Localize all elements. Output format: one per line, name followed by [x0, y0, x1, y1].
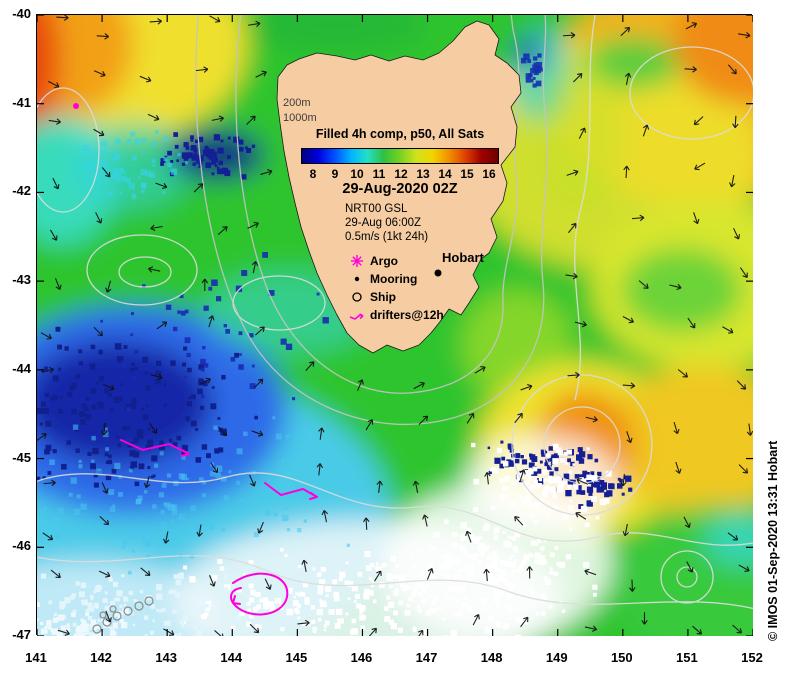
- colorbar-tick-label: 8: [309, 167, 317, 181]
- contour-label-1000m: 1000m: [283, 112, 317, 124]
- colorbar-tick-label: 16: [482, 167, 496, 181]
- colorbar: [301, 148, 499, 164]
- x-tick-label: 145: [285, 650, 308, 665]
- colorbar-tick-label: 14: [438, 167, 452, 181]
- watermark-text: © IMOS 01-Sep-2020 13:31 Hobart: [766, 440, 780, 641]
- colorbar-tick-label: 12: [394, 167, 408, 181]
- colorbar-tick-label: 10: [350, 167, 364, 181]
- tasmania-landmass: [276, 20, 522, 354]
- legend-item-label: drifters@12h: [370, 308, 444, 322]
- argo-icon: [351, 255, 363, 267]
- colorbar-tick-label: 13: [416, 167, 430, 181]
- legend-item-ship: Ship: [349, 288, 444, 306]
- y-tick-label: -41: [12, 94, 31, 110]
- current-vector-arrows: [37, 15, 753, 636]
- legend-item-label: Argo: [370, 254, 398, 268]
- contour-label-200m: 200m: [283, 97, 311, 109]
- x-tick-label: 142: [90, 650, 112, 665]
- map-plot-area: 200m 1000m Filled 4h comp, p50, All Sats…: [36, 14, 753, 636]
- colorbar-tick-label: 11: [372, 167, 386, 181]
- y-tick-label: -46: [12, 538, 31, 554]
- x-tick-label: 144: [220, 650, 243, 665]
- ship-symbol-icon: [349, 290, 365, 304]
- colorbar-tick-label: 15: [460, 167, 474, 181]
- x-tick-label: 143: [155, 650, 178, 665]
- map-datetime: 29-Aug-2020 02Z: [342, 181, 458, 197]
- model-name: NRT00 GSL: [345, 203, 408, 215]
- symbol-legend: Argo Mooring Ship drifters@12h: [349, 252, 444, 324]
- colorbar-tick-label: 9: [331, 167, 339, 181]
- drifter-symbol-icon: [349, 308, 365, 322]
- map-canvas: [37, 15, 753, 636]
- data-speckles: [37, 53, 633, 636]
- x-tick-label: 146: [350, 650, 373, 665]
- legend-item-mooring: Mooring: [349, 270, 444, 288]
- ship-icon: [352, 292, 362, 302]
- legend-item-drifter: drifters@12h: [349, 306, 444, 324]
- legend-item-label: Ship: [370, 290, 396, 304]
- drifter-icon: [349, 313, 364, 320]
- y-tick-label: -40: [12, 6, 31, 21]
- sst-field: [37, 15, 753, 636]
- mooring-symbol-icon: [349, 272, 365, 286]
- axis-tick-marks: [37, 15, 753, 636]
- x-tick-label: 147: [415, 650, 438, 665]
- colorbar-tick-labels: 8 9 10 11 12 13 14 15 16: [301, 167, 499, 181]
- x-tick-label: 151: [676, 650, 698, 665]
- y-tick-label: -47: [12, 627, 31, 642]
- legend-item-argo: Argo: [349, 252, 444, 270]
- argo-float-marker: [73, 103, 79, 109]
- contour-lines: [37, 15, 753, 610]
- vector-scale-label: 0.5m/s (1kt 24h): [345, 231, 429, 243]
- y-tick-label: -44: [12, 360, 31, 376]
- mooring-icon: [354, 276, 360, 282]
- ship-markers: [92, 596, 154, 634]
- colorbar-title: Filled 4h comp, p50, All Sats: [315, 127, 485, 141]
- argo-symbol-icon: [349, 254, 365, 268]
- legend-item-label: Mooring: [370, 272, 418, 286]
- model-time: 29-Aug 06:00Z: [345, 217, 422, 229]
- x-tick-label: 148: [480, 650, 503, 665]
- hobart-city-label: Hobart: [442, 250, 484, 265]
- y-tick-label: -43: [12, 272, 31, 288]
- x-tick-label: 150: [610, 650, 633, 665]
- x-tick-label: 152: [741, 650, 763, 665]
- hobart-city-marker: [434, 269, 442, 277]
- x-tick-label: 141: [25, 650, 47, 665]
- drifter-tracks: [73, 103, 318, 616]
- y-tick-label: -45: [12, 449, 31, 465]
- y-tick-label: -42: [12, 183, 31, 199]
- x-tick-label: 149: [545, 650, 568, 665]
